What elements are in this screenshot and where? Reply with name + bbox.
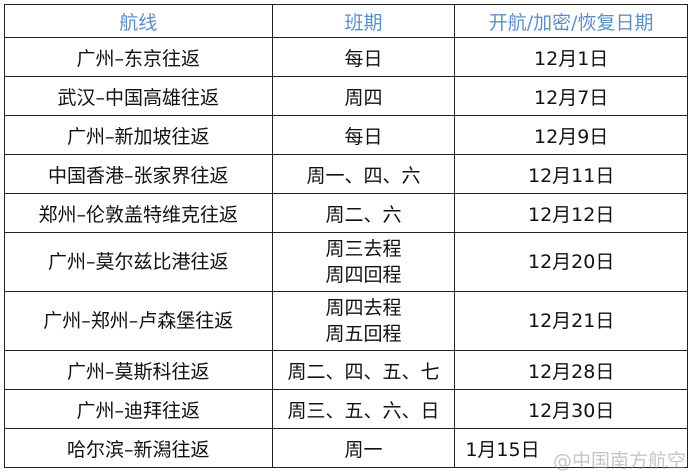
table-row: 郑州–伦敦盖特维克往返 周二、六 12月12日	[4, 193, 688, 233]
schedule-cell: 周四	[271, 76, 456, 116]
date-cell: 12月30日	[454, 389, 688, 429]
table-row: 广州–莫尔兹比港往返 周三去程 周四回程 12月20日	[4, 232, 688, 292]
schedule-line: 周二、四、五、七	[287, 360, 440, 383]
header-row: 航线 班期 开航/加密/恢复日期	[4, 4, 688, 38]
schedule-cell: 周一	[271, 428, 456, 468]
flight-schedule-table: 航线 班期 开航/加密/恢复日期 广州–东京往返 每日 12月1日 武汉–中国高雄往返…	[4, 4, 688, 468]
route-cell: 广州–郑州–卢森堡往返	[4, 291, 273, 351]
route-cell: 广州–莫尔兹比港往返	[4, 232, 273, 292]
route-cell: 郑州–伦敦盖特维克往返	[4, 193, 273, 233]
schedule-line: 周三、五、六、日	[287, 399, 440, 422]
route-cell: 中国香港–张家界往返	[4, 154, 273, 194]
schedule-cell: 周二、六	[271, 193, 456, 233]
header-route: 航线	[4, 4, 273, 38]
route-cell: 广州–东京往返	[4, 37, 273, 77]
route-cell: 广州–莫斯科往返	[4, 350, 273, 390]
route-cell: 广州–新加坡往返	[4, 115, 273, 155]
date-cell: 1月15日	[454, 428, 688, 468]
header-schedule: 班期	[271, 4, 456, 38]
schedule-line: 周四回程	[325, 264, 402, 286]
watermark: @中国南方航空	[552, 450, 686, 472]
schedule-cell: 周三、五、六、日	[271, 389, 456, 429]
table-row: 广州–郑州–卢森堡往返 周四去程 周五回程 12月21日	[4, 291, 688, 351]
schedule-line: 周四去程	[325, 297, 402, 319]
date-cell: 12月7日	[454, 76, 688, 116]
schedule-cell: 周四去程 周五回程	[271, 291, 456, 351]
table-row: 武汉–中国高雄往返 周四 12月7日	[4, 76, 688, 116]
schedule-cell: 周二、四、五、七	[271, 350, 456, 390]
table-row: 广州–莫斯科往返 周二、四、五、七 12月28日	[4, 350, 688, 390]
schedule-line: 每日	[344, 47, 383, 70]
schedule-cell: 每日	[271, 115, 456, 155]
schedule-line: 周五回程	[325, 323, 402, 345]
schedule-cell: 周三去程 周四回程	[271, 232, 456, 292]
route-cell: 广州–迪拜往返	[4, 389, 273, 429]
schedule-cell: 周一、四、六	[271, 154, 456, 194]
date-cell: 12月12日	[454, 193, 688, 233]
schedule-line: 周一	[344, 438, 383, 461]
date-cell: 12月9日	[454, 115, 688, 155]
table-row: 广州–新加坡往返 每日 12月9日	[4, 115, 688, 155]
route-cell: 武汉–中国高雄往返	[4, 76, 273, 116]
schedule-line: 周三去程	[325, 238, 402, 260]
schedule-line: 周一、四、六	[306, 164, 421, 187]
table-row: 中国香港–张家界往返 周一、四、六 12月11日	[4, 154, 688, 194]
table-row: 广州–东京往返 每日 12月1日	[4, 37, 688, 77]
route-cell: 哈尔滨–新潟往返	[4, 428, 273, 468]
date-cell: 12月28日	[454, 350, 688, 390]
schedule-line: 每日	[344, 125, 383, 148]
table-row: 哈尔滨–新潟往返 周一 1月15日	[4, 428, 688, 468]
table-row: 广州–迪拜往返 周三、五、六、日 12月30日	[4, 389, 688, 429]
header-date: 开航/加密/恢复日期	[454, 4, 688, 38]
date-cell: 12月20日	[454, 232, 688, 292]
date-cell: 12月1日	[454, 37, 688, 77]
date-cell: 12月21日	[454, 291, 688, 351]
schedule-line: 周二、六	[325, 203, 402, 226]
schedule-line: 周四	[344, 86, 383, 109]
date-cell: 12月11日	[454, 154, 688, 194]
schedule-cell: 每日	[271, 37, 456, 77]
